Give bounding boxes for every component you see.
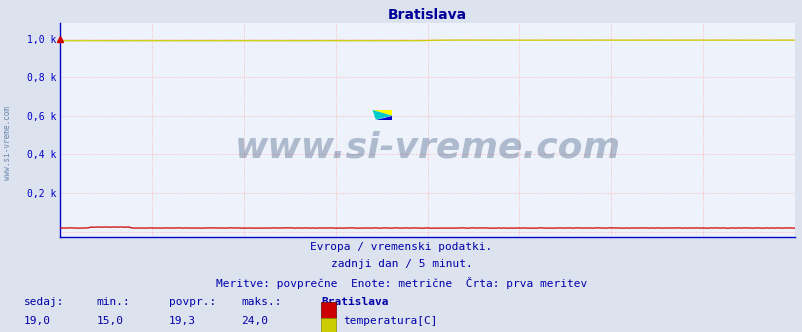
Text: sedaj:: sedaj: bbox=[24, 297, 64, 307]
Text: Evropa / vremenski podatki.: Evropa / vremenski podatki. bbox=[310, 242, 492, 252]
Polygon shape bbox=[375, 116, 392, 120]
Text: 19,0: 19,0 bbox=[24, 316, 51, 326]
Polygon shape bbox=[372, 110, 392, 120]
Text: 19,3: 19,3 bbox=[168, 316, 196, 326]
Bar bbox=[321, 302, 335, 318]
Polygon shape bbox=[372, 110, 392, 116]
Text: www.si-vreme.com: www.si-vreme.com bbox=[234, 130, 620, 164]
Text: 24,0: 24,0 bbox=[241, 316, 268, 326]
Text: Bratislava: Bratislava bbox=[321, 297, 388, 307]
Text: www.si-vreme.com: www.si-vreme.com bbox=[2, 106, 12, 180]
Text: maks.:: maks.: bbox=[241, 297, 281, 307]
Text: zadnji dan / 5 minut.: zadnji dan / 5 minut. bbox=[330, 260, 472, 270]
Text: Meritve: povprečne  Enote: metrične  Črta: prva meritev: Meritve: povprečne Enote: metrične Črta:… bbox=[216, 277, 586, 289]
Title: Bratislava: Bratislava bbox=[387, 8, 467, 22]
Text: min.:: min.: bbox=[96, 297, 130, 307]
Text: temperatura[C]: temperatura[C] bbox=[343, 316, 438, 326]
Text: 15,0: 15,0 bbox=[96, 316, 124, 326]
Bar bbox=[321, 318, 335, 332]
Text: povpr.:: povpr.: bbox=[168, 297, 216, 307]
